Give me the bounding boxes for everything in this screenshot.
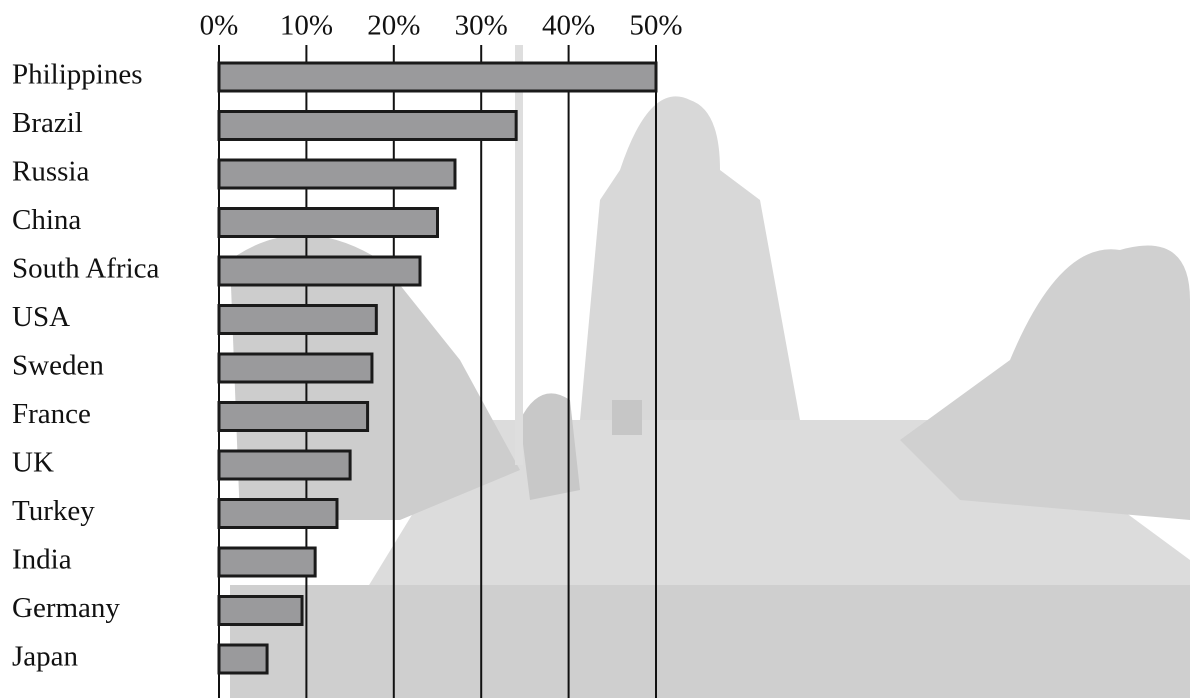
bar <box>217 255 422 287</box>
x-tick-label: 0% <box>200 10 239 42</box>
y-tick-label: India <box>12 544 72 576</box>
bar <box>217 352 374 384</box>
bar <box>217 304 378 335</box>
bar <box>217 546 317 578</box>
bar <box>217 110 518 141</box>
background-illustration <box>230 45 1190 698</box>
bar <box>217 643 269 675</box>
y-tick-label: UK <box>12 447 54 479</box>
bar <box>217 61 658 93</box>
y-tick-label: USA <box>12 301 70 333</box>
x-tick-label: 20% <box>367 10 420 42</box>
bar <box>217 401 370 432</box>
bars <box>217 61 658 675</box>
bar <box>217 207 439 238</box>
labels: 0% 10% 20% 30% 40% 50% Philippines Brazil Russia… <box>12 10 683 673</box>
bar <box>217 595 304 626</box>
x-tick-label: 10% <box>280 10 333 42</box>
y-tick-label: Japan <box>12 641 79 673</box>
y-tick-label: Turkey <box>12 495 95 527</box>
y-tick-label: South Africa <box>12 253 160 285</box>
y-tick-label: Germany <box>12 592 120 624</box>
x-tick-label: 30% <box>455 10 508 42</box>
y-tick-label: Russia <box>12 156 89 188</box>
bar <box>217 498 339 529</box>
x-tick-label: 40% <box>542 10 595 42</box>
y-tick-label: China <box>12 204 81 236</box>
y-tick-label: France <box>12 398 91 430</box>
x-tick-label: 50% <box>629 10 682 42</box>
y-tick-label: Philippines <box>12 59 143 91</box>
bar <box>217 158 457 190</box>
y-tick-label: Brazil <box>12 107 83 139</box>
y-tick-label: Sweden <box>12 350 104 382</box>
bar <box>217 449 352 481</box>
